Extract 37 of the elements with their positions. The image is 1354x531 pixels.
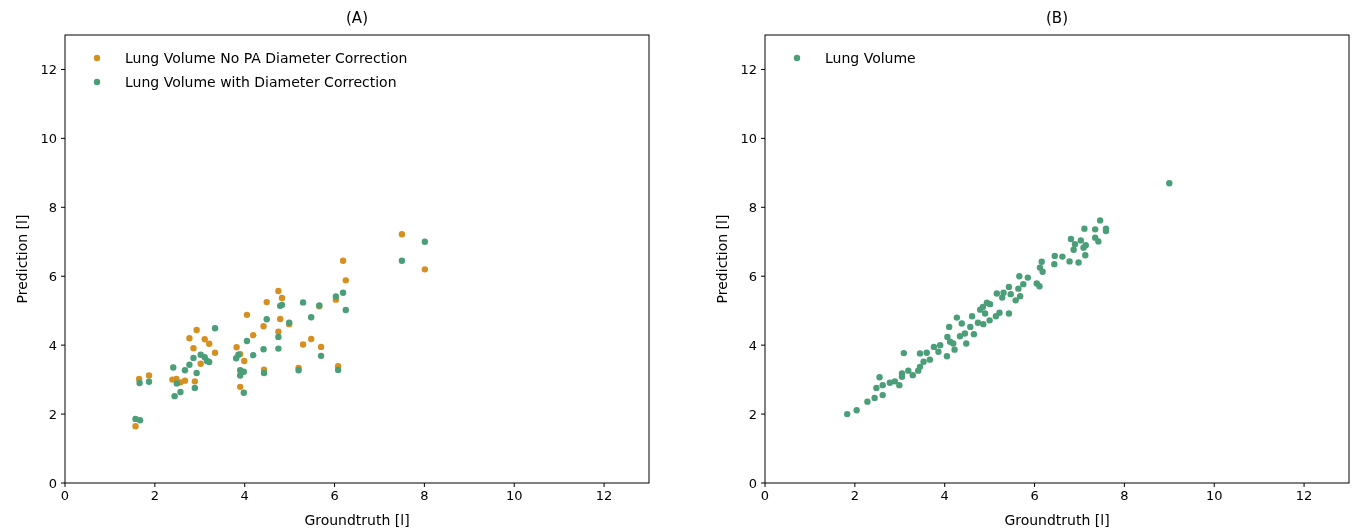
- legend-label: Lung Volume: [825, 49, 916, 66]
- x-tick-label: 4: [940, 488, 949, 503]
- x-tick-label: 8: [420, 488, 429, 503]
- legend-label: Lung Volume No PA Diameter Correction: [125, 49, 408, 66]
- y-tick-label: 6: [748, 268, 757, 284]
- y-tick-label: 12: [740, 62, 757, 78]
- x-axis-title: Groundtruth [l]: [1004, 512, 1110, 528]
- x-tick-label: 10: [1205, 488, 1223, 503]
- y-tick-label: 2: [748, 406, 757, 422]
- x-axis-title: Groundtruth [l]: [304, 512, 410, 528]
- y-tick-label: 12: [40, 62, 57, 78]
- x-tick-label: 2: [150, 488, 159, 503]
- y-tick-label: 8: [48, 199, 57, 215]
- y-tick-label: 10: [740, 130, 757, 146]
- y-tick-label: 0: [748, 475, 757, 491]
- chart-title: (B): [1046, 9, 1068, 27]
- y-tick-label: 4: [48, 337, 57, 353]
- y-axis-title: Prediction [l]: [714, 214, 730, 304]
- y-tick-label: 4: [748, 337, 757, 353]
- x-tick-label: 4: [240, 488, 249, 503]
- x-tick-label: 10: [505, 488, 523, 503]
- x-tick-label: 12: [595, 488, 613, 503]
- x-tick-label: 2: [850, 488, 859, 503]
- y-tick-label: 0: [48, 475, 57, 491]
- x-tick-label: 6: [1030, 488, 1039, 503]
- x-tick-label: 0: [760, 488, 770, 503]
- legend-label: Lung Volume with Diameter Correction: [125, 73, 397, 90]
- x-tick-label: 12: [1295, 488, 1313, 503]
- x-tick-label: 6: [330, 488, 339, 503]
- chart-title: (A): [346, 9, 368, 27]
- y-tick-label: 2: [48, 406, 57, 422]
- y-axis-title: Prediction [l]: [14, 214, 30, 304]
- y-tick-label: 6: [48, 268, 57, 284]
- x-tick-label: 0: [60, 488, 70, 503]
- y-tick-label: 8: [748, 199, 757, 215]
- x-tick-label: 8: [1120, 488, 1129, 503]
- y-tick-label: 10: [40, 130, 57, 146]
